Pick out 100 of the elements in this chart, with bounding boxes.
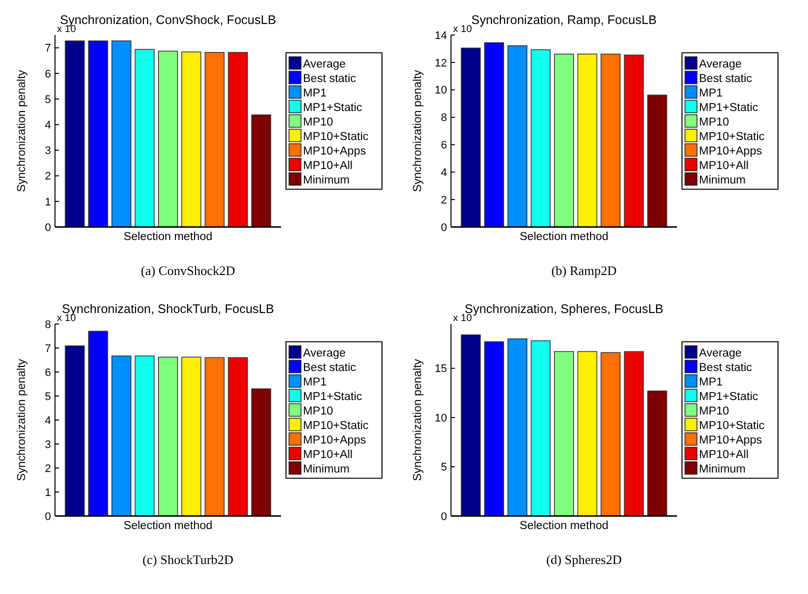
legend-label: MP10+Static bbox=[699, 130, 765, 143]
y-tick-label: 0 bbox=[440, 222, 447, 234]
bar bbox=[181, 356, 202, 516]
chart-title: Synchronization, ConvShock, FocusLB bbox=[60, 13, 276, 27]
legend-label: Minimum bbox=[303, 463, 350, 476]
y-tick-label: 0 bbox=[44, 510, 51, 523]
y-tick-label: 14 bbox=[434, 30, 447, 42]
legend-label: Average bbox=[699, 347, 742, 360]
bar bbox=[204, 52, 225, 228]
bar bbox=[111, 356, 132, 516]
annotation: x 10 bbox=[453, 24, 472, 35]
y-tick-label: 1 bbox=[44, 486, 51, 499]
bar bbox=[64, 345, 85, 516]
y-tick-label: 7 bbox=[44, 342, 51, 355]
y-tick-label: 6 bbox=[44, 68, 51, 80]
legend-label: MP10 bbox=[699, 405, 730, 418]
chart-title: Synchronization, ShockTurb, FocusLB bbox=[62, 302, 274, 316]
y-tick-label: 8 bbox=[440, 112, 447, 124]
legend-label: MP1+Static bbox=[699, 390, 758, 403]
bar bbox=[600, 54, 621, 228]
bar bbox=[134, 48, 155, 228]
legend-label: MP1+Static bbox=[303, 390, 362, 403]
bar bbox=[577, 351, 598, 516]
legend-label: MP1+Static bbox=[699, 102, 758, 114]
legend-label: MP10+Apps bbox=[303, 434, 366, 446]
legend-label: MP10+All bbox=[303, 160, 353, 172]
y-tick-label: 5 bbox=[440, 462, 447, 474]
y-tick-label: 0 bbox=[44, 222, 51, 234]
legend-label: Minimum bbox=[303, 174, 350, 186]
x-axis-title: Selection method bbox=[520, 231, 608, 243]
y-tick-label: 1 bbox=[44, 196, 51, 208]
legend-label: MP10 bbox=[303, 116, 334, 128]
text: x 10 bbox=[57, 24, 76, 35]
bar bbox=[530, 49, 551, 228]
y-tick-label: 15 bbox=[434, 363, 447, 376]
bar bbox=[577, 54, 598, 228]
legend-label: Best static bbox=[303, 72, 356, 85]
bar bbox=[624, 54, 644, 228]
y-tick-label: 6 bbox=[44, 366, 51, 379]
legend-label: MP10+Static bbox=[303, 420, 369, 432]
y-tick-label: 4 bbox=[44, 414, 51, 427]
chart-title: Synchronization, Ramp, FocusLB bbox=[471, 13, 657, 27]
text: (a) ConvShock2D bbox=[140, 263, 236, 278]
legend-label: Average bbox=[303, 347, 346, 360]
y-tick-label: 4 bbox=[44, 119, 51, 132]
legend-label: MP1 bbox=[303, 87, 327, 100]
legend-label: MP1 bbox=[303, 376, 327, 388]
y-tick-label: 2 bbox=[44, 170, 51, 183]
chart-title: Synchronization, Spheres, FocusLB bbox=[464, 302, 664, 316]
x-axis-title: Selection method bbox=[520, 520, 608, 532]
y-tick-label: 7 bbox=[44, 42, 51, 55]
annotation: x 10 bbox=[57, 313, 76, 324]
bar bbox=[647, 390, 668, 516]
legend-label: Best static bbox=[699, 72, 752, 85]
bar bbox=[88, 40, 108, 228]
legend-label: MP10+All bbox=[303, 448, 353, 461]
y-axis-title: Synchronization penalty bbox=[16, 70, 28, 192]
bar bbox=[484, 341, 504, 516]
legend-label: Average bbox=[699, 58, 742, 70]
bar bbox=[530, 340, 551, 516]
legend-label: Best static bbox=[699, 362, 752, 374]
bar bbox=[228, 357, 248, 516]
bar bbox=[204, 357, 225, 516]
bar bbox=[507, 45, 528, 228]
y-tick-label: 2 bbox=[440, 194, 447, 206]
legend-label: Best static bbox=[303, 362, 356, 374]
bar bbox=[158, 50, 178, 228]
bar bbox=[460, 48, 481, 228]
text: x 10 bbox=[453, 313, 472, 324]
y-tick-label: 6 bbox=[440, 140, 447, 152]
bar bbox=[251, 388, 272, 516]
bar bbox=[88, 330, 108, 516]
legend-label: MP10 bbox=[303, 405, 334, 418]
bar bbox=[228, 52, 248, 228]
legend-label: MP10 bbox=[699, 116, 730, 128]
y-tick-label: 10 bbox=[434, 84, 447, 97]
y-axis-title: Synchronization penalty bbox=[412, 358, 424, 482]
y-tick-label: 2 bbox=[44, 462, 51, 475]
legend-label: MP10+Apps bbox=[303, 145, 366, 158]
y-tick-label: 3 bbox=[44, 145, 51, 158]
bar bbox=[181, 51, 202, 228]
bar bbox=[507, 338, 528, 516]
bar bbox=[554, 54, 574, 228]
legend-label: Minimum bbox=[699, 463, 746, 476]
bar bbox=[64, 40, 85, 228]
legend-label: MP1 bbox=[699, 87, 723, 100]
legend-label: MP1+Static bbox=[303, 102, 362, 114]
legend-label: Average bbox=[303, 58, 346, 70]
y-tick-label: 5 bbox=[44, 390, 51, 403]
legend-label: MP10+Static bbox=[303, 130, 369, 143]
bar bbox=[554, 351, 574, 516]
y-tick-label: 8 bbox=[44, 318, 51, 331]
bar bbox=[647, 94, 668, 228]
x-axis-title: Selection method bbox=[124, 231, 212, 243]
text: (b) Ramp2D bbox=[551, 263, 617, 278]
text: (d) Spheres2D bbox=[546, 552, 622, 567]
y-tick-label: 0 bbox=[440, 510, 447, 523]
y-axis-title: Synchronization penalty bbox=[16, 358, 28, 482]
y-tick-label: 5 bbox=[44, 94, 51, 106]
y-axis-title: Synchronization penalty bbox=[412, 70, 424, 192]
